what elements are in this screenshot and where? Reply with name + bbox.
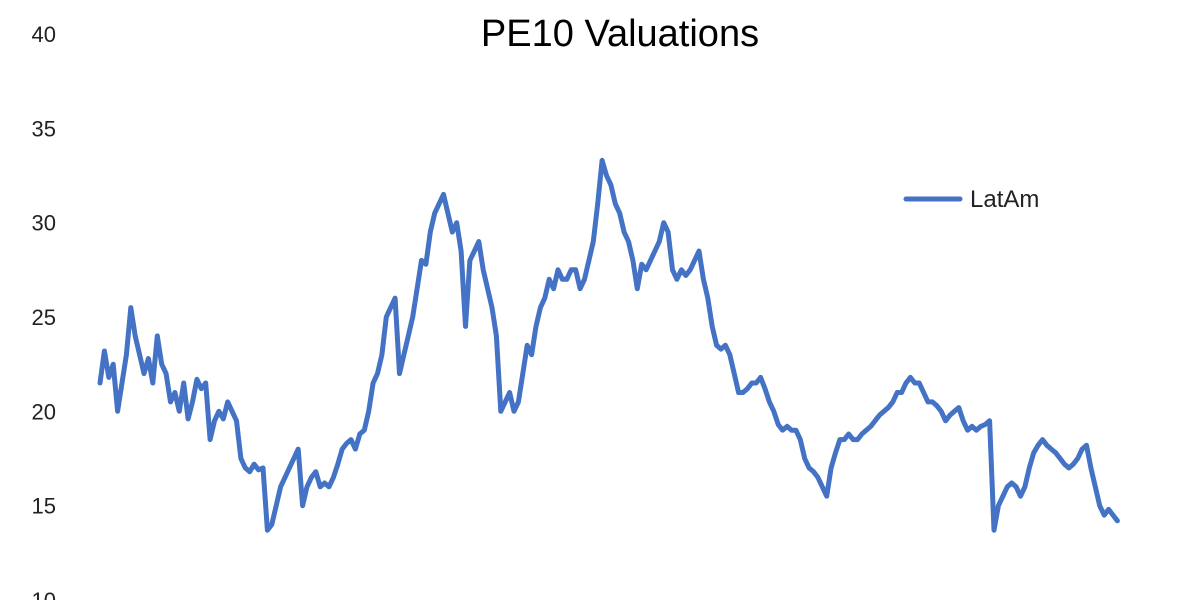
legend-label-latam: LatAm — [970, 186, 1039, 213]
y-tick-label-40: 40 — [32, 22, 56, 47]
y-tick-label-10: 10 — [32, 588, 56, 600]
y-axis-ticks: 10 15 20 25 30 35 40 — [32, 22, 56, 600]
chart-title: PE10 Valuations — [481, 13, 759, 55]
y-tick-label-30: 30 — [32, 211, 56, 236]
legend: LatAm — [903, 186, 1039, 213]
y-tick-label-35: 35 — [32, 116, 56, 141]
series-line-latam — [97, 157, 1120, 533]
y-tick-label-15: 15 — [32, 494, 56, 519]
plot-area — [97, 157, 1120, 533]
y-tick-label-25: 25 — [32, 305, 56, 330]
y-tick-label-20: 20 — [32, 399, 56, 424]
